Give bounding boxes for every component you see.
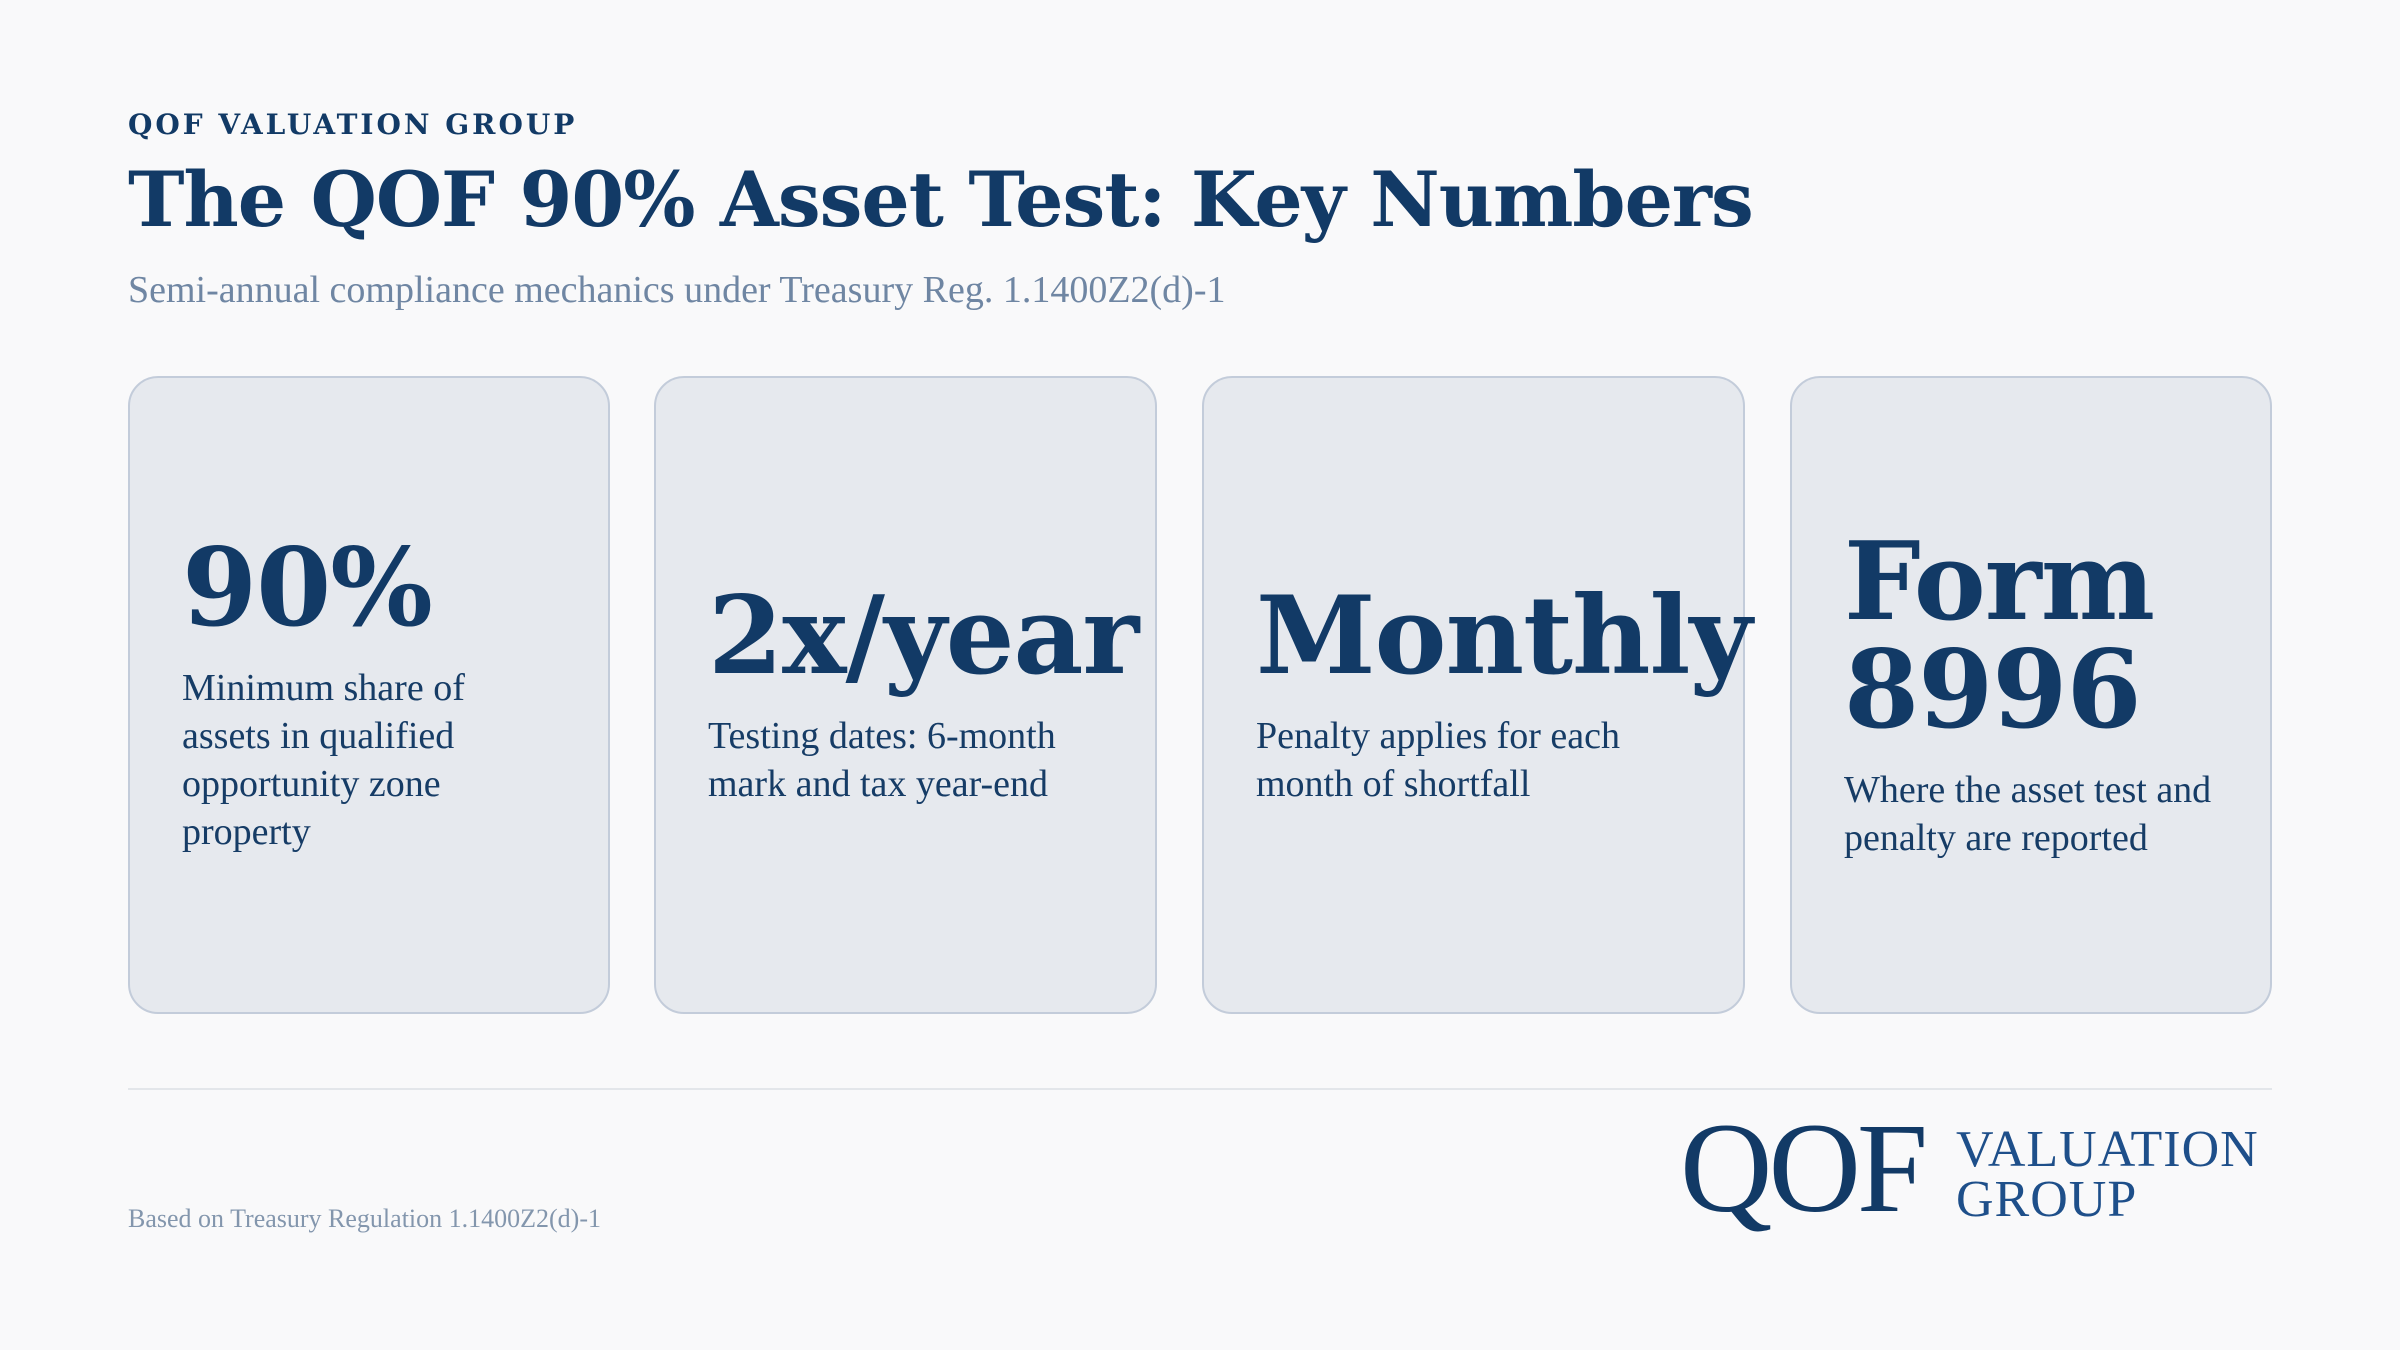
stat-description: Where the asset test and penalty are rep… bbox=[1844, 769, 2212, 859]
footer-divider bbox=[128, 1088, 2272, 1090]
stat-card-testing-frequency: 2x/year Testing dates: 6-month mark and … bbox=[654, 376, 1157, 1014]
stat-value: Monthly bbox=[1256, 573, 1752, 699]
company-logo: QOF VALUATION GROUP bbox=[1680, 1104, 2258, 1242]
logo-mark: QOF bbox=[1680, 1097, 1928, 1239]
stat-value: 90% bbox=[182, 525, 433, 651]
stat-value-line2: 8996 bbox=[1844, 627, 2142, 753]
stat-description: Penalty applies for each month of shortf… bbox=[1256, 715, 1621, 805]
stat-description: Minimum share of assets in qualified opp… bbox=[182, 667, 465, 853]
stat-value: 2x/year bbox=[708, 573, 1139, 699]
brand-eyebrow: QOF VALUATION GROUP bbox=[128, 108, 578, 141]
logo-text-line2: GROUP bbox=[1956, 1171, 2138, 1228]
stat-description: Testing dates: 6-month mark and tax year… bbox=[708, 715, 1056, 805]
stat-card-reporting-form: Form 8996 Where the asset test and penal… bbox=[1790, 376, 2272, 1014]
page-title: The QOF 90% Asset Test: Key Numbers bbox=[128, 155, 1754, 244]
stat-value-line1: Form bbox=[1844, 519, 2155, 645]
stat-card-penalty: Monthly Penalty applies for each month o… bbox=[1202, 376, 1752, 1014]
source-footnote: Based on Treasury Regulation 1.1400Z2(d)… bbox=[128, 1204, 602, 1233]
stat-card-asset-share: 90% Minimum share of assets in qualified… bbox=[128, 376, 610, 1014]
stat-value: Form 8996 bbox=[1844, 528, 2218, 744]
page-subtitle: Semi-annual compliance mechanics under T… bbox=[128, 269, 1226, 311]
logo-text-line1: VALUATION bbox=[1956, 1121, 2259, 1178]
